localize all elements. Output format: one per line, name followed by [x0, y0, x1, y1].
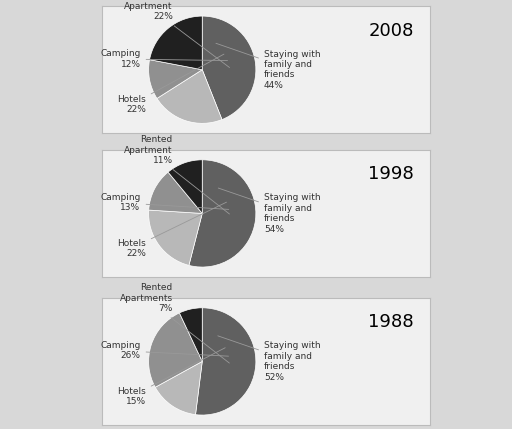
Wedge shape: [148, 313, 202, 387]
Text: Hotels
22%: Hotels 22%: [117, 202, 226, 258]
Text: 2008: 2008: [368, 21, 414, 39]
Wedge shape: [202, 16, 256, 120]
Wedge shape: [155, 361, 202, 415]
Text: Staying with
family and
friends
54%: Staying with family and friends 54%: [218, 188, 321, 233]
Text: Hotels
15%: Hotels 15%: [117, 348, 225, 406]
Text: 1988: 1988: [368, 313, 414, 331]
Wedge shape: [189, 160, 256, 267]
Text: Camping
13%: Camping 13%: [100, 193, 229, 212]
Wedge shape: [168, 160, 202, 214]
Wedge shape: [150, 16, 202, 70]
Wedge shape: [148, 210, 202, 266]
Wedge shape: [196, 308, 256, 415]
Text: Rented
Apartments
7%: Rented Apartments 7%: [120, 284, 229, 363]
Text: 1998: 1998: [368, 165, 414, 183]
Text: Rented
Apartment
11%: Rented Apartment 11%: [124, 136, 229, 214]
Text: Camping
12%: Camping 12%: [100, 49, 227, 69]
Wedge shape: [179, 308, 202, 361]
Text: Staying with
family and
friends
44%: Staying with family and friends 44%: [216, 43, 321, 90]
Text: Staying with
family and
friends
52%: Staying with family and friends 52%: [218, 336, 321, 381]
Wedge shape: [157, 70, 222, 123]
Wedge shape: [148, 172, 202, 214]
Text: Hotels
22%: Hotels 22%: [117, 54, 224, 114]
Text: Rented
Apartment
22%: Rented Apartment 22%: [124, 0, 229, 67]
Wedge shape: [148, 60, 202, 98]
Text: Camping
26%: Camping 26%: [100, 341, 228, 360]
